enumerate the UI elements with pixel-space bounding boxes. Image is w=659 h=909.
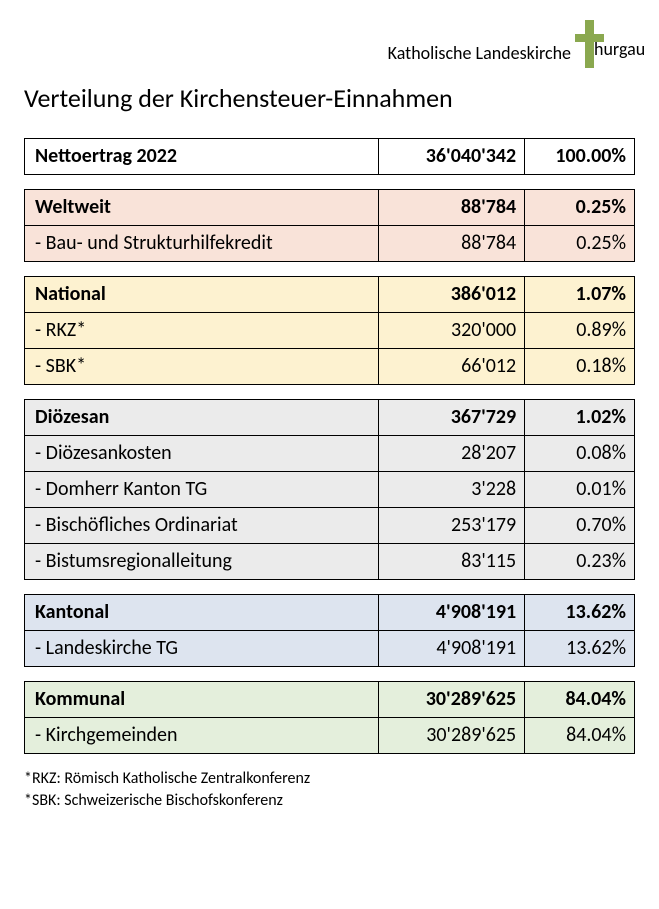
cell-label: SBK* [25, 349, 379, 385]
cell-pct: 0.25% [525, 190, 635, 226]
cell-amount: 30'289'625 [378, 718, 524, 754]
cell-amount: 3'228 [378, 472, 524, 508]
cell-amount: 88'784 [378, 190, 524, 226]
row-sub: Bischöfliches Ordinariat 253'179 0.70% [25, 508, 635, 544]
sub-label: Domherr Kanton TG [35, 477, 207, 501]
cell-amount: 4'908'191 [378, 595, 524, 631]
cell-pct: 13.62% [525, 595, 635, 631]
cell-amount: 66'012 [378, 349, 524, 385]
cell-pct: 13.62% [525, 631, 635, 667]
cell-amount: 36'040'342 [378, 139, 524, 175]
sub-label: Bischöfliches Ordinariat [35, 513, 238, 537]
cell-label: Kommunal [25, 682, 379, 718]
table-kommunal: Kommunal 30'289'625 84.04% Kirchgemeinde… [24, 681, 635, 754]
sub-label: Diözesankosten [35, 441, 172, 465]
brand-header: Katholische Landeskirche hurgau [24, 18, 635, 68]
sub-label: Bistumsregionalleitung [35, 549, 232, 573]
table-dioezesan: Diözesan 367'729 1.02% Diözesankosten 28… [24, 399, 635, 580]
cell-pct: 84.04% [525, 682, 635, 718]
cell-label: RKZ* [25, 313, 379, 349]
cell-label: Nettoertrag 2022 [25, 139, 379, 175]
row-sub: Kirchgemeinden 30'289'625 84.04% [25, 718, 635, 754]
cell-pct: 0.01% [525, 472, 635, 508]
cell-amount: 386'012 [378, 277, 524, 313]
sub-label: Bau- und Strukturhilfekredit [35, 231, 273, 255]
row-header: National 386'012 1.07% [25, 277, 635, 313]
cell-label: Bischöfliches Ordinariat [25, 508, 379, 544]
cell-label: Kirchgemeinden [25, 718, 379, 754]
cell-pct: 84.04% [525, 718, 635, 754]
cell-label: Domherr Kanton TG [25, 472, 379, 508]
cell-amount: 83'115 [378, 544, 524, 580]
cell-pct: 0.08% [525, 436, 635, 472]
table-national: National 386'012 1.07% RKZ* 320'000 0.89… [24, 276, 635, 385]
cell-pct: 0.23% [525, 544, 635, 580]
row-sub: RKZ* 320'000 0.89% [25, 313, 635, 349]
footnote-row: *RKZ: Römisch Katholische Zentralkonfere… [24, 768, 635, 790]
cell-pct: 1.07% [525, 277, 635, 313]
footnotes: *RKZ: Römisch Katholische Zentralkonfere… [24, 768, 635, 811]
cell-label: Diözesankosten [25, 436, 379, 472]
cell-amount: 30'289'625 [378, 682, 524, 718]
row-header: Weltweit 88'784 0.25% [25, 190, 635, 226]
table-netto: Nettoertrag 2022 36'040'342 100.00% [24, 138, 635, 175]
cell-label: Weltweit [25, 190, 379, 226]
row-header: Diözesan 367'729 1.02% [25, 400, 635, 436]
cell-amount: 253'179 [378, 508, 524, 544]
cell-pct: 100.00% [525, 139, 635, 175]
brand-text-left: Katholische Landeskirche [388, 44, 571, 68]
row-header: Kommunal 30'289'625 84.04% [25, 682, 635, 718]
cell-amount: 28'207 [378, 436, 524, 472]
cell-label: Diözesan [25, 400, 379, 436]
cell-label: Bau- und Strukturhilfekredit [25, 226, 379, 262]
cell-label: Kantonal [25, 595, 379, 631]
table-weltweit: Weltweit 88'784 0.25% Bau- und Strukturh… [24, 189, 635, 262]
page-root: Katholische Landeskirche hurgau Verteilu… [0, 0, 659, 811]
row-sub: SBK* 66'012 0.18% [25, 349, 635, 385]
brand-logo: hurgau [575, 20, 635, 68]
sub-label: Kirchgemeinden [35, 723, 177, 747]
cell-label: Landeskirche TG [25, 631, 379, 667]
cell-amount: 320'000 [378, 313, 524, 349]
sub-label: SBK* [35, 354, 86, 378]
cross-vertical-icon [585, 20, 594, 68]
cell-label: Bistumsregionalleitung [25, 544, 379, 580]
row-netto: Nettoertrag 2022 36'040'342 100.00% [25, 139, 635, 175]
row-sub: Diözesankosten 28'207 0.08% [25, 436, 635, 472]
cell-pct: 1.02% [525, 400, 635, 436]
sub-label: RKZ* [35, 318, 86, 342]
row-sub: Domherr Kanton TG 3'228 0.01% [25, 472, 635, 508]
row-header: Kantonal 4'908'191 13.62% [25, 595, 635, 631]
cell-pct: 0.25% [525, 226, 635, 262]
row-sub: Landeskirche TG 4'908'191 13.62% [25, 631, 635, 667]
cell-amount: 367'729 [378, 400, 524, 436]
cell-pct: 0.70% [525, 508, 635, 544]
cell-pct: 0.89% [525, 313, 635, 349]
row-sub: Bau- und Strukturhilfekredit 88'784 0.25… [25, 226, 635, 262]
cell-pct: 0.18% [525, 349, 635, 385]
sub-label: Landeskirche TG [35, 636, 178, 660]
footnote-row: *SBK: Schweizerische Bischofskonferenz [24, 790, 635, 812]
row-sub: Bistumsregionalleitung 83'115 0.23% [25, 544, 635, 580]
page-title: Verteilung der Kirchensteuer-Einnahmen [24, 82, 635, 114]
brand-text-suffix: hurgau [594, 38, 645, 60]
table-kantonal: Kantonal 4'908'191 13.62% Landeskirche T… [24, 594, 635, 667]
cell-amount: 4'908'191 [378, 631, 524, 667]
cell-label: National [25, 277, 379, 313]
cell-amount: 88'784 [378, 226, 524, 262]
